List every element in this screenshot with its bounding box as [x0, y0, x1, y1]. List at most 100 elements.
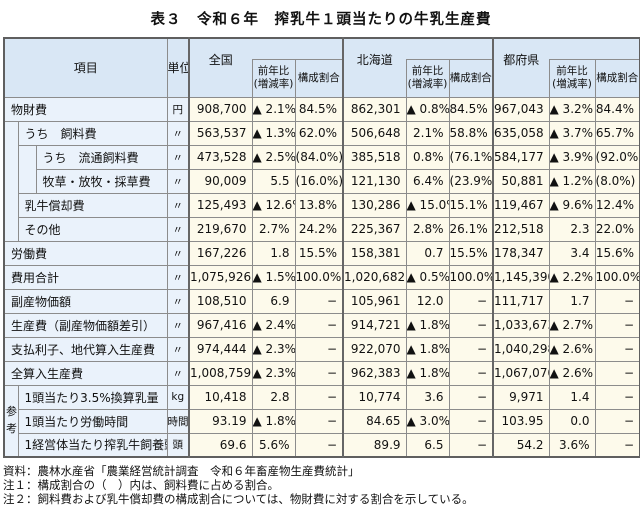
table-row: 参考 1頭当たり3.5%換算乳量 kg 10,418 2.8 − 10,774 …: [3, 384, 640, 458]
row-unit: 〃: [166, 192, 190, 218]
note-1: 注１：構成割合の（ ）内は、飼料費に占める割合。: [3, 478, 279, 492]
cell-share: −: [594, 288, 640, 314]
row-item-label: 副産物価額: [3, 288, 168, 314]
cell-yoy: ▲ 2.5%: [251, 144, 296, 170]
cell-share: 15.6%: [594, 240, 640, 266]
cell-share: −: [594, 336, 640, 362]
cell-value: 862,301: [342, 96, 407, 122]
cell-yoy: 2.7%: [251, 216, 296, 242]
source-note: 資料：農林水産省「農業経営統計調査 令和６年畜産物生産費統計」: [3, 464, 360, 478]
yoy-label-line2: (増減率): [407, 78, 448, 90]
cell-share: −: [594, 384, 640, 410]
row-unit: 時間: [166, 408, 190, 434]
subheader-yoy-national: 前年比 (増減率): [251, 58, 296, 98]
table-row: 1頭当たり労働時間 時間 93.19 ▲ 1.8% − 84.65 ▲ 3.0%…: [4, 408, 640, 434]
cell-share: −: [294, 408, 344, 434]
yoy-label-line2: (増減率): [253, 78, 294, 90]
cell-value: 1,033,673: [492, 312, 550, 338]
cell-yoy: 5.5: [251, 168, 296, 194]
subheader-share-hokkaido: 構成割合: [448, 58, 494, 98]
row-unit: 〃: [166, 312, 190, 338]
cell-value: 1,067,070: [492, 360, 550, 386]
row-unit: 頭: [166, 432, 190, 458]
page-title: 表３ 令和６年 搾乳牛１頭当たりの牛乳生産費: [150, 12, 492, 28]
cell-yoy: ▲ 1.8%: [405, 360, 450, 386]
cell-value: 54.2: [492, 432, 550, 458]
cell-yoy: ▲ 2.7%: [548, 312, 596, 338]
table-row: 全算入生産費 〃 1,008,759 ▲ 2.3% − 962,383 ▲ 1.…: [3, 360, 640, 386]
cell-yoy: ▲ 3.2%: [548, 96, 596, 122]
cell-yoy: 2.8%: [405, 216, 450, 242]
cell-value: 584,177: [492, 144, 550, 170]
row-unit: 〃: [166, 264, 190, 290]
yoy-label-line2: (増減率): [552, 78, 592, 90]
cell-yoy: 2.8: [251, 384, 296, 410]
cell-value: 93.19: [188, 408, 253, 434]
cell-share: 12.4%: [594, 192, 640, 218]
cell-value: 108,510: [188, 288, 253, 314]
cell-share: 24.2%: [294, 216, 344, 242]
cell-value: 90,009: [188, 168, 253, 194]
subheader-share-national: 構成割合: [294, 58, 344, 98]
cell-value: 385,518: [342, 144, 407, 170]
cell-yoy: 1.4: [548, 384, 596, 410]
cell-value: 158,381: [342, 240, 407, 266]
cell-value: 914,721: [342, 312, 407, 338]
cell-share: 15.5%: [448, 240, 494, 266]
indent-strip: [17, 144, 37, 194]
cell-value: 121,130: [342, 168, 407, 194]
row-item-label: うち 流通飼料費: [35, 144, 168, 170]
cell-value: 967,043: [492, 96, 550, 122]
cell-value: 908,700: [188, 96, 253, 122]
table-row: 乳牛償却費 〃 125,493 ▲ 12.6% 13.8% 130,286 ▲ …: [4, 192, 640, 218]
cell-share: −: [448, 360, 494, 386]
yoy-label-line1: 前年比: [411, 65, 444, 78]
table-row: 1経営体当たり搾乳牛飼養頭数 頭 69.6 5.6% − 89.9 6.5 − …: [4, 432, 640, 458]
cell-value: 563,537: [188, 120, 253, 146]
cell-share: −: [294, 432, 344, 458]
cell-share: 26.1%: [448, 216, 494, 242]
table-row: その他 〃 219,670 2.7% 24.2% 225,367 2.8% 26…: [4, 216, 640, 242]
cell-yoy: ▲ 0.8%: [405, 96, 450, 122]
cell-share: (23.9%): [448, 168, 494, 194]
cell-value: 103.95: [492, 408, 550, 434]
column-header-unit: 単位: [166, 37, 190, 98]
row-unit: 〃: [166, 144, 190, 170]
cell-value: 473,528: [188, 144, 253, 170]
cell-yoy: ▲ 1.2%: [548, 168, 596, 194]
cell-share: 84.5%: [294, 96, 344, 122]
cell-value: 1,020,682: [342, 264, 407, 290]
row-item-label: 費用合計: [3, 264, 168, 290]
cell-share: −: [294, 360, 344, 386]
cell-yoy: 12.0: [405, 288, 450, 314]
cell-share: 100.0%: [594, 264, 640, 290]
cell-value: 1,145,390: [492, 264, 550, 290]
cell-value: 212,518: [492, 216, 550, 242]
cell-share: 84.5%: [448, 96, 494, 122]
note-2: 注２：飼料費および乳牛償却費の構成割合については、物財費に対する割合を示している…: [3, 492, 474, 506]
cell-yoy: ▲ 2.3%: [251, 360, 296, 386]
table-row: 支払利子、地代算入生産費 〃 974,444 ▲ 2.3% − 922,070 …: [3, 336, 640, 362]
cell-share: 84.4%: [594, 96, 640, 122]
row-item-label: 1頭当たり労働時間: [17, 408, 168, 434]
cell-value: 225,367: [342, 216, 407, 242]
row-unit: 〃: [166, 240, 190, 266]
cell-yoy: ▲ 12.6%: [251, 192, 296, 218]
cell-share: −: [448, 408, 494, 434]
cell-yoy: ▲ 2.6%: [548, 360, 596, 386]
row-item-label: 全算入生産費: [3, 360, 168, 386]
row-unit: 〃: [166, 168, 190, 194]
cell-value: 50,881: [492, 168, 550, 194]
cell-value: 84.65: [342, 408, 407, 434]
cell-value: 1,008,759: [188, 360, 253, 386]
milk-production-cost-table: 項目 単位 全国 北海道 都府県 前年比(増減率) 構成割合 前年比(増減率) …: [3, 37, 640, 458]
cell-share: −: [594, 432, 640, 458]
row-item-label: うち 飼料費: [17, 120, 168, 146]
cell-value: 130,286: [342, 192, 407, 218]
cell-share: (76.1%): [448, 144, 494, 170]
cell-share: 100.0%: [294, 264, 344, 290]
cell-value: 506,648: [342, 120, 407, 146]
header-row-subcolumns: 前年比 (増減率) 構成割合 前年比 (増減率) 構成割合 前年比 (増減率) 構成割…: [4, 58, 640, 98]
cell-yoy: ▲ 1.8%: [405, 336, 450, 362]
row-item-label: 牧草・放牧・採草費: [35, 168, 168, 194]
